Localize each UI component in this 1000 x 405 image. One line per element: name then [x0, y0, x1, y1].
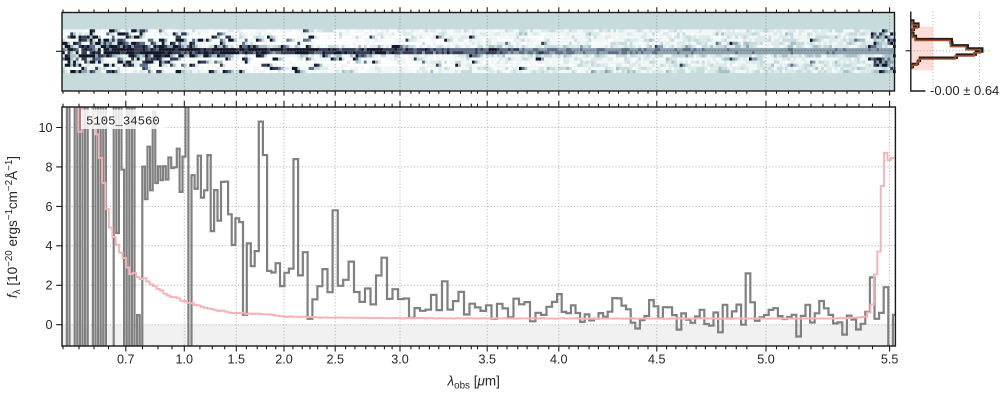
svg-text:5.5: 5.5 [881, 353, 899, 367]
svg-text:λobs [μm]: λobs [μm] [447, 374, 500, 392]
svg-text:-0.00 ± 0.64: -0.00 ± 0.64 [930, 83, 999, 98]
svg-text:2.5: 2.5 [326, 353, 344, 367]
svg-text:0: 0 [45, 318, 52, 332]
svg-text:6: 6 [45, 200, 52, 214]
svg-text:2: 2 [45, 279, 52, 293]
svg-text:fλ [10−20 ergs−1cm−2Å−1]: fλ [10−20 ergs−1cm−2Å−1] [4, 156, 23, 298]
svg-text:1.0: 1.0 [176, 353, 194, 367]
svg-text:10: 10 [38, 121, 52, 135]
svg-text:4: 4 [45, 239, 52, 253]
svg-text:2.0: 2.0 [275, 353, 293, 367]
svg-text:1.5: 1.5 [228, 353, 246, 367]
svg-text:0.7: 0.7 [117, 353, 135, 367]
svg-text:5105_34560: 5105_34560 [86, 115, 160, 129]
svg-text:3.5: 3.5 [478, 353, 496, 367]
svg-text:4.0: 4.0 [550, 353, 568, 367]
svg-text:5.0: 5.0 [757, 353, 775, 367]
svg-text:3.0: 3.0 [391, 353, 409, 367]
svg-text:8: 8 [45, 160, 52, 174]
svg-text:4.5: 4.5 [648, 353, 666, 367]
